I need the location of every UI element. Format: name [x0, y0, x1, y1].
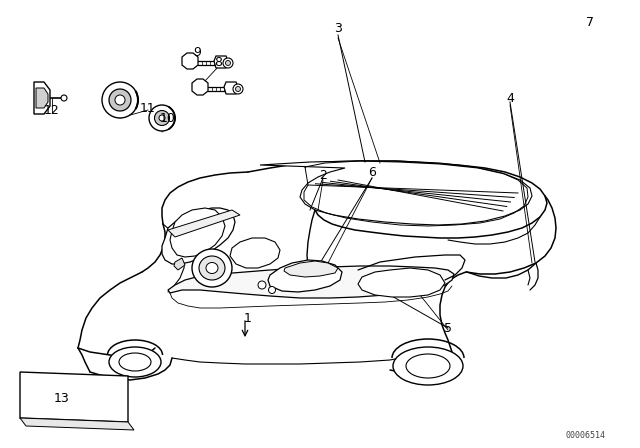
- Ellipse shape: [225, 60, 230, 65]
- Ellipse shape: [61, 95, 67, 101]
- Polygon shape: [20, 418, 134, 430]
- Ellipse shape: [102, 82, 138, 118]
- Text: 00006514: 00006514: [565, 431, 605, 439]
- Polygon shape: [34, 82, 50, 114]
- Polygon shape: [230, 238, 280, 268]
- Text: 4: 4: [506, 91, 514, 104]
- Text: 13: 13: [54, 392, 70, 405]
- Ellipse shape: [159, 115, 165, 121]
- Polygon shape: [36, 88, 48, 108]
- Polygon shape: [162, 208, 235, 264]
- Ellipse shape: [406, 354, 450, 378]
- Text: 12: 12: [44, 103, 60, 116]
- Polygon shape: [358, 268, 445, 297]
- Text: 5: 5: [444, 322, 452, 335]
- Ellipse shape: [223, 58, 233, 68]
- Polygon shape: [174, 258, 185, 270]
- Text: 6: 6: [368, 165, 376, 178]
- Ellipse shape: [192, 249, 232, 287]
- Polygon shape: [268, 260, 342, 292]
- Polygon shape: [224, 82, 238, 94]
- Ellipse shape: [109, 347, 161, 377]
- Text: 8: 8: [214, 56, 222, 69]
- Polygon shape: [214, 56, 228, 68]
- Ellipse shape: [236, 86, 241, 91]
- Ellipse shape: [393, 347, 463, 385]
- Ellipse shape: [199, 256, 225, 280]
- Ellipse shape: [149, 105, 175, 131]
- Ellipse shape: [258, 281, 266, 289]
- Ellipse shape: [119, 353, 151, 371]
- Polygon shape: [168, 266, 454, 298]
- Polygon shape: [284, 261, 338, 277]
- Ellipse shape: [269, 287, 275, 293]
- Polygon shape: [192, 79, 208, 95]
- Text: 3: 3: [334, 22, 342, 34]
- Ellipse shape: [109, 89, 131, 111]
- Ellipse shape: [206, 263, 218, 273]
- Ellipse shape: [154, 111, 170, 125]
- Polygon shape: [20, 372, 128, 422]
- Text: 1: 1: [244, 311, 252, 324]
- Text: 11: 11: [140, 102, 156, 115]
- Polygon shape: [182, 53, 198, 69]
- Ellipse shape: [115, 95, 125, 105]
- Polygon shape: [260, 161, 532, 225]
- Text: 7: 7: [586, 16, 594, 29]
- Text: 9: 9: [193, 46, 201, 59]
- Polygon shape: [170, 208, 225, 257]
- Polygon shape: [168, 210, 240, 237]
- Text: 2: 2: [319, 168, 327, 181]
- Text: 10: 10: [160, 112, 176, 125]
- Ellipse shape: [233, 84, 243, 94]
